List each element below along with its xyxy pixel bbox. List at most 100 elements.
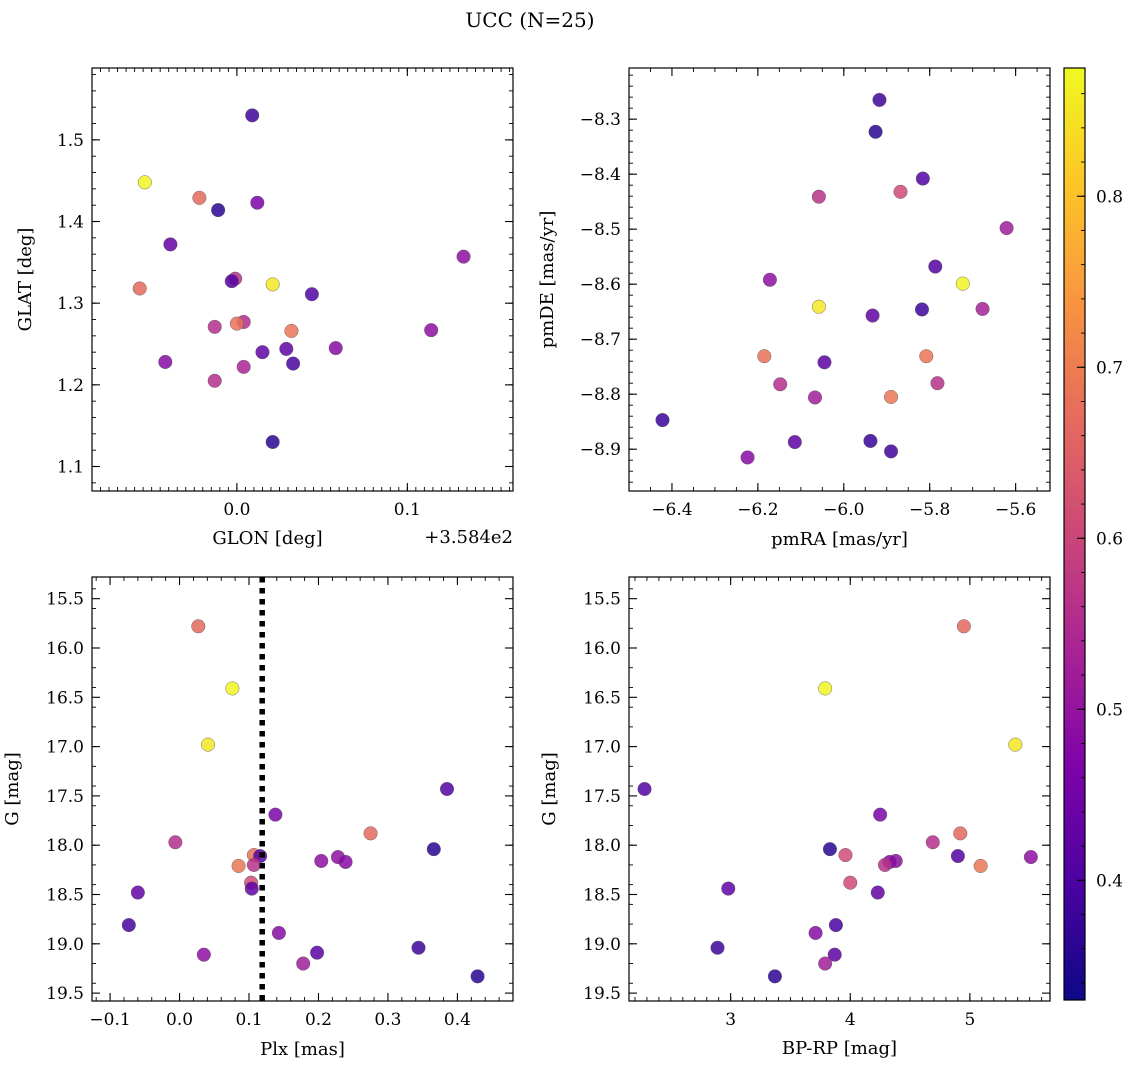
scatter-point bbox=[196, 947, 211, 962]
y-tick-label: 19.5 bbox=[583, 984, 621, 1004]
x-tick-label: −6.4 bbox=[651, 500, 692, 520]
y-axis-label: GLAT [deg] bbox=[15, 228, 36, 332]
scatter-point bbox=[828, 918, 843, 933]
scatter-point bbox=[314, 853, 329, 868]
scatter-point bbox=[158, 354, 173, 369]
scatter-point bbox=[710, 940, 725, 955]
scatter-points bbox=[637, 619, 1038, 984]
colorbar-tick-label: 0.4 bbox=[1096, 871, 1123, 891]
y-tick-label: 17.0 bbox=[583, 738, 621, 758]
y-axis-label: pmDE [mas/yr] bbox=[537, 211, 558, 349]
ticks bbox=[628, 68, 1050, 491]
scatter-point bbox=[192, 190, 207, 205]
scatter-point bbox=[1023, 850, 1038, 865]
y-tick-label: −8.5 bbox=[580, 220, 621, 240]
scatter-point bbox=[808, 925, 823, 940]
scatter-point bbox=[767, 969, 782, 984]
y-tick-label: 19.0 bbox=[583, 935, 621, 955]
scatter-point bbox=[121, 918, 136, 933]
scatter-point bbox=[873, 807, 888, 822]
scatter-point bbox=[268, 807, 283, 822]
x-tick-label: 0.0 bbox=[166, 1010, 193, 1030]
scatter-point bbox=[827, 947, 842, 962]
x-axis-label: pmRA [mas/yr] bbox=[771, 529, 908, 550]
scatter-point bbox=[757, 349, 772, 364]
scatter-point bbox=[953, 826, 968, 841]
scatter-point bbox=[236, 359, 251, 374]
scatter-point bbox=[130, 885, 145, 900]
scatter-point bbox=[817, 355, 832, 370]
x-tick-label: −5.6 bbox=[995, 500, 1036, 520]
scatter-points bbox=[132, 108, 471, 450]
y-tick-label: −8.3 bbox=[580, 110, 621, 130]
scatter-point bbox=[137, 175, 152, 190]
y-tick-label: 17.0 bbox=[46, 738, 84, 758]
scatter-point bbox=[201, 737, 216, 752]
x-tick-label: 0.1 bbox=[235, 1010, 262, 1030]
y-tick-label: 17.5 bbox=[583, 787, 621, 807]
scatter-point bbox=[999, 221, 1014, 236]
scatter-point bbox=[426, 842, 441, 857]
y-tick-label: 18.5 bbox=[46, 886, 84, 906]
scatter-point bbox=[762, 272, 777, 287]
scatter-point bbox=[950, 849, 965, 864]
scatter-point bbox=[286, 356, 301, 371]
y-tick-label: −8.9 bbox=[580, 440, 621, 460]
scatter-point bbox=[843, 875, 858, 890]
scatter-point bbox=[811, 299, 826, 314]
scatter-point bbox=[955, 276, 970, 291]
y-tick-label: 1.2 bbox=[57, 376, 84, 396]
scatter-point bbox=[440, 782, 455, 797]
scatter-point bbox=[229, 316, 244, 331]
scatter-point bbox=[919, 349, 934, 364]
y-tick-label: 16.0 bbox=[46, 639, 84, 659]
scatter-point bbox=[250, 195, 265, 210]
scatter-point bbox=[721, 881, 736, 896]
scatter-point bbox=[773, 377, 788, 392]
y-tick-label: −8.4 bbox=[580, 165, 621, 185]
ticks bbox=[91, 68, 513, 491]
x-tick-label: 0.2 bbox=[305, 1010, 332, 1030]
scatter-point bbox=[915, 171, 930, 186]
scatter-points bbox=[121, 619, 485, 984]
scatter-point bbox=[231, 858, 246, 873]
x-tick-label: 3 bbox=[725, 1010, 736, 1030]
scatter-point bbox=[211, 203, 226, 218]
scatter-point bbox=[808, 390, 823, 405]
scatter-point bbox=[245, 108, 260, 123]
scatter-point bbox=[655, 413, 670, 428]
x-tick-label: −6.2 bbox=[737, 500, 778, 520]
y-tick-label: 18.5 bbox=[583, 886, 621, 906]
colorbar-gradient bbox=[1064, 68, 1085, 1000]
scatter-point bbox=[279, 341, 294, 356]
scatter-point bbox=[284, 323, 299, 338]
y-tick-label: −8.8 bbox=[580, 385, 621, 405]
y-tick-label: 1.1 bbox=[57, 458, 84, 478]
scatter-point bbox=[225, 681, 240, 696]
x-tick-label: 5 bbox=[964, 1010, 975, 1030]
y-tick-label: 15.5 bbox=[583, 590, 621, 610]
scatter-point bbox=[244, 881, 259, 896]
scatter-point bbox=[740, 450, 755, 465]
scatter-point bbox=[207, 319, 222, 334]
panel-top-left: 0.0 0.1 1.1 1.2 1.3 1.4 1.5 GLON [deg] GLAT [deg… bbox=[15, 67, 514, 549]
y-tick-label: 1.3 bbox=[57, 294, 84, 314]
scatter-point bbox=[973, 858, 988, 873]
x-axis-label: BP-RP [mag] bbox=[782, 1038, 897, 1059]
x-tick-label: −6.0 bbox=[823, 500, 864, 520]
scatter-point bbox=[863, 433, 878, 448]
scatter-point bbox=[207, 373, 222, 388]
scatter-point bbox=[470, 969, 485, 984]
y-tick-label: 16.5 bbox=[583, 688, 621, 708]
scatter-point bbox=[296, 956, 311, 971]
scatter-point bbox=[456, 249, 471, 264]
colorbar-frame bbox=[1063, 67, 1086, 1001]
ticks bbox=[629, 577, 1050, 1001]
axes-frame bbox=[91, 576, 514, 1002]
scatter-point bbox=[255, 345, 270, 360]
colorbar-tick-label: 0.8 bbox=[1096, 187, 1123, 207]
scatter-point bbox=[925, 835, 940, 850]
y-tick-label: 15.5 bbox=[46, 590, 84, 610]
scatter-point bbox=[265, 277, 280, 292]
scatter-point bbox=[787, 435, 802, 450]
